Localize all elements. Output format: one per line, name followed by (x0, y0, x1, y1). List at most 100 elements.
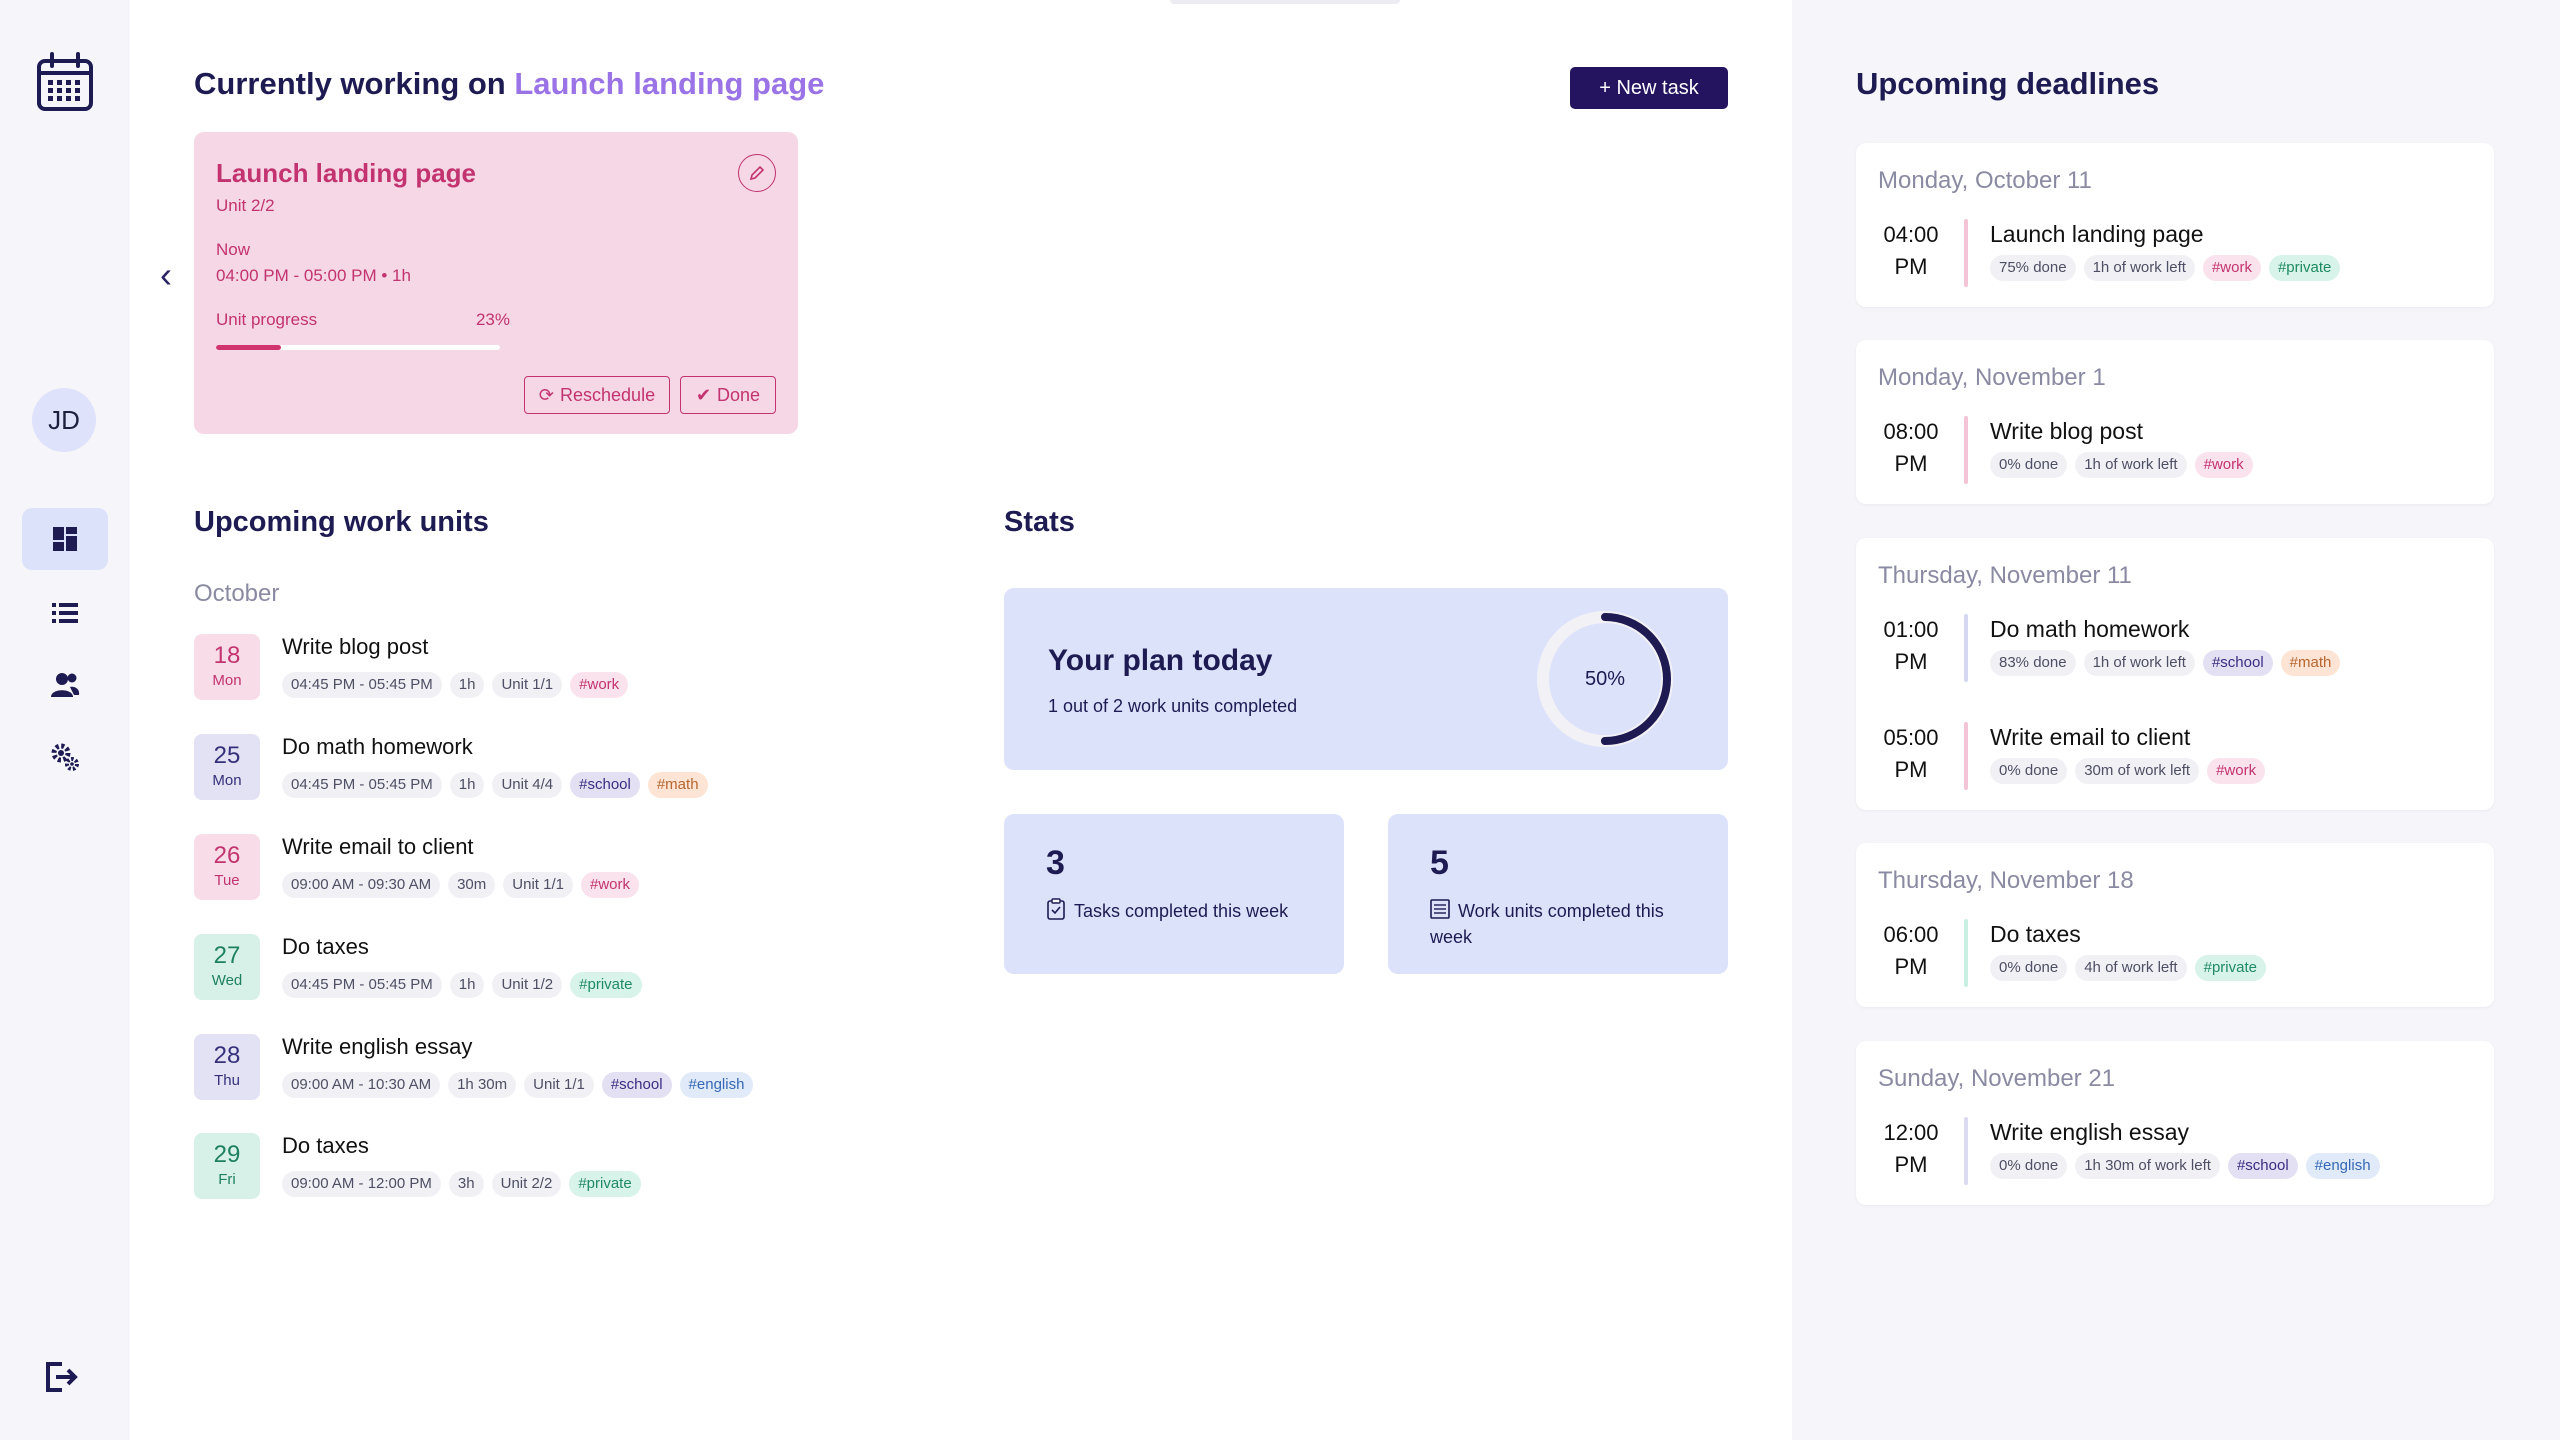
deadline-time: 01:00 PM (1878, 614, 1944, 678)
edit-button[interactable] (738, 154, 776, 192)
chevron-left-icon[interactable]: ‹ (160, 254, 172, 295)
work-unit-unit: Unit 1/1 (503, 872, 573, 898)
work-unit-duration: 1h (449, 672, 485, 698)
work-unit-row[interactable]: 27 Wed Do taxes 04:45 PM - 05:45 PM 1h Unit 1… (194, 934, 894, 1002)
work-unit-time: 04:45 PM - 05:45 PM (282, 672, 442, 698)
work-unit-duration: 1h (449, 972, 485, 998)
tasks-completed-card: 3 Tasks completed this week (1004, 814, 1344, 974)
work-unit-row[interactable]: 29 Fri Do taxes 09:00 AM - 12:00 PM 3h Unit 2… (194, 1133, 894, 1201)
deadlines-panel: Upcoming deadlines Monday, October 11 04:… (1792, 0, 2560, 1440)
units-completed-count: 5 (1430, 844, 1449, 882)
work-unit-unit: Unit 4/4 (492, 772, 563, 798)
list-box-icon (1430, 899, 1450, 919)
unit-progress-fill (216, 345, 282, 350)
work-unit-weekday: Tue (214, 872, 240, 889)
tag-school[interactable]: #school (2202, 650, 2273, 676)
deadline-meta: 0% done 1h of work left #work (1990, 452, 2253, 478)
work-unit-row[interactable]: 28 Thu Write english essay 09:00 AM - 10:30… (194, 1034, 894, 1102)
deadline-done: 0% done (1990, 452, 2068, 478)
tag-math[interactable]: #math (2280, 650, 2341, 676)
deadline-time-hour: 06:00 (1883, 922, 1939, 947)
reschedule-label: Reschedule (560, 384, 656, 405)
calendar-logo-icon[interactable] (36, 52, 94, 112)
nav-list[interactable] (22, 582, 108, 644)
work-unit-weekday: Mon (212, 772, 242, 789)
deadline-item[interactable]: 12:00 PM Write english essay 0% done 1h 30m … (1878, 1117, 2478, 1189)
deadline-item[interactable]: 01:00 PM Do math homework 83% done 1h of wor… (1878, 614, 2478, 686)
deadline-date: Monday, November 1 (1878, 364, 2106, 391)
deadline-meta: 0% done 4h of work left #private (1990, 955, 2266, 981)
work-unit-row[interactable]: 18 Mon Write blog post 04:45 PM - 05:45 PM 1… (194, 634, 894, 702)
deadline-card: Monday, October 11 04:00 PM Launch landing … (1856, 143, 2494, 307)
deadline-left: 1h of work left (2083, 650, 2195, 676)
work-unit-duration: 1h 30m (448, 1072, 517, 1098)
deadline-color-bar (1964, 1117, 1968, 1185)
current-task-now: Now (216, 240, 251, 259)
work-unit-row[interactable]: 25 Mon Do math homework 04:45 PM - 05:45 PM… (194, 734, 894, 802)
tag-school[interactable]: #school (601, 1072, 672, 1098)
tag-work[interactable]: #work (580, 872, 639, 898)
deadline-item[interactable]: 08:00 PM Write blog post 0% done 1h of work … (1878, 416, 2478, 488)
units-completed-label: Work units completed this week (1430, 901, 1664, 947)
reschedule-button[interactable]: ⟳ Reschedule (524, 376, 670, 414)
tag-english[interactable]: #english (679, 1072, 754, 1098)
deadline-color-bar (1964, 919, 1968, 987)
plan-progress-ring (1537, 611, 1673, 747)
deadline-time-hour: 04:00 (1883, 222, 1939, 247)
done-button[interactable]: ✔ Done (680, 376, 776, 414)
tag-work[interactable]: #work (2202, 255, 2261, 281)
tag-english[interactable]: #english (2305, 1153, 2380, 1179)
work-unit-row[interactable]: 26 Tue Write email to client 09:00 AM - 09:… (194, 834, 894, 902)
work-unit-name: Write email to client (282, 834, 474, 859)
tag-private[interactable]: #private (570, 972, 642, 998)
page-title: Currently working on Launch landing page (194, 66, 824, 102)
deadline-meta: 0% done 1h 30m of work left #school #englis… (1990, 1153, 2380, 1179)
work-unit-day: 29 (213, 1141, 241, 1168)
deadline-item[interactable]: 05:00 PM Write email to client 0% done 30m o… (1878, 722, 2478, 794)
work-unit-duration: 30m (448, 872, 496, 898)
logout-icon[interactable] (44, 1360, 80, 1394)
current-task-link[interactable]: Launch landing page (514, 66, 825, 101)
deadline-color-bar (1964, 416, 1968, 484)
work-unit-name: Do taxes (282, 934, 369, 959)
clipboard-check-icon (1047, 898, 1065, 920)
nav-dashboard[interactable] (22, 508, 108, 570)
new-task-button[interactable]: + New task (1570, 67, 1728, 109)
deadline-time: 06:00 PM (1878, 919, 1944, 983)
tag-work[interactable]: #work (2207, 758, 2266, 784)
work-unit-duration: 1h (449, 772, 485, 798)
work-unit-day: 27 (213, 942, 241, 969)
tag-work[interactable]: #work (2194, 452, 2253, 478)
tag-math[interactable]: #math (647, 772, 708, 798)
nav-settings[interactable] (22, 726, 108, 788)
work-unit-weekday: Fri (218, 1171, 236, 1188)
tag-school[interactable]: #school (2227, 1153, 2298, 1179)
deadline-item[interactable]: 06:00 PM Do taxes 0% done 4h of work left #pr… (1878, 919, 2478, 991)
deadline-card: Sunday, November 21 12:00 PM Write english … (1856, 1041, 2494, 1205)
tag-private[interactable]: #private (569, 1171, 641, 1197)
tag-private[interactable]: #private (2268, 255, 2341, 281)
current-task-time: 04:00 PM - 05:00 PM • 1h (216, 266, 411, 285)
nav-team[interactable] (22, 654, 108, 716)
avatar[interactable]: JD (32, 388, 96, 452)
unit-progress-percent: 23% (475, 310, 510, 329)
work-unit-day: 28 (213, 1042, 241, 1069)
users-icon (51, 673, 80, 697)
deadline-date: Thursday, November 11 (1878, 562, 2132, 589)
work-unit-day: 25 (213, 742, 241, 769)
deadline-time: 05:00 PM (1878, 722, 1944, 786)
unit-progress-label: Unit progress (216, 310, 318, 329)
tag-work[interactable]: #work (570, 672, 629, 698)
done-label: Done (717, 384, 761, 405)
top-handle (1170, 0, 1400, 4)
deadline-item[interactable]: 04:00 PM Launch landing page 75% done 1h of … (1878, 219, 2478, 291)
work-unit-date: 27 Wed (194, 934, 260, 1000)
work-unit-meta: 09:00 AM - 10:30 AM 1h 30m Unit 1/1 #school… (282, 1072, 754, 1098)
deadline-time-hour: 05:00 (1883, 725, 1939, 750)
tag-school[interactable]: #school (570, 772, 640, 798)
refresh-icon: ⟳ (538, 384, 555, 405)
work-unit-name: Do taxes (282, 1133, 369, 1158)
tag-private[interactable]: #private (2194, 955, 2266, 981)
work-units-month: October (194, 580, 280, 607)
dashboard-grid-icon (53, 527, 77, 551)
